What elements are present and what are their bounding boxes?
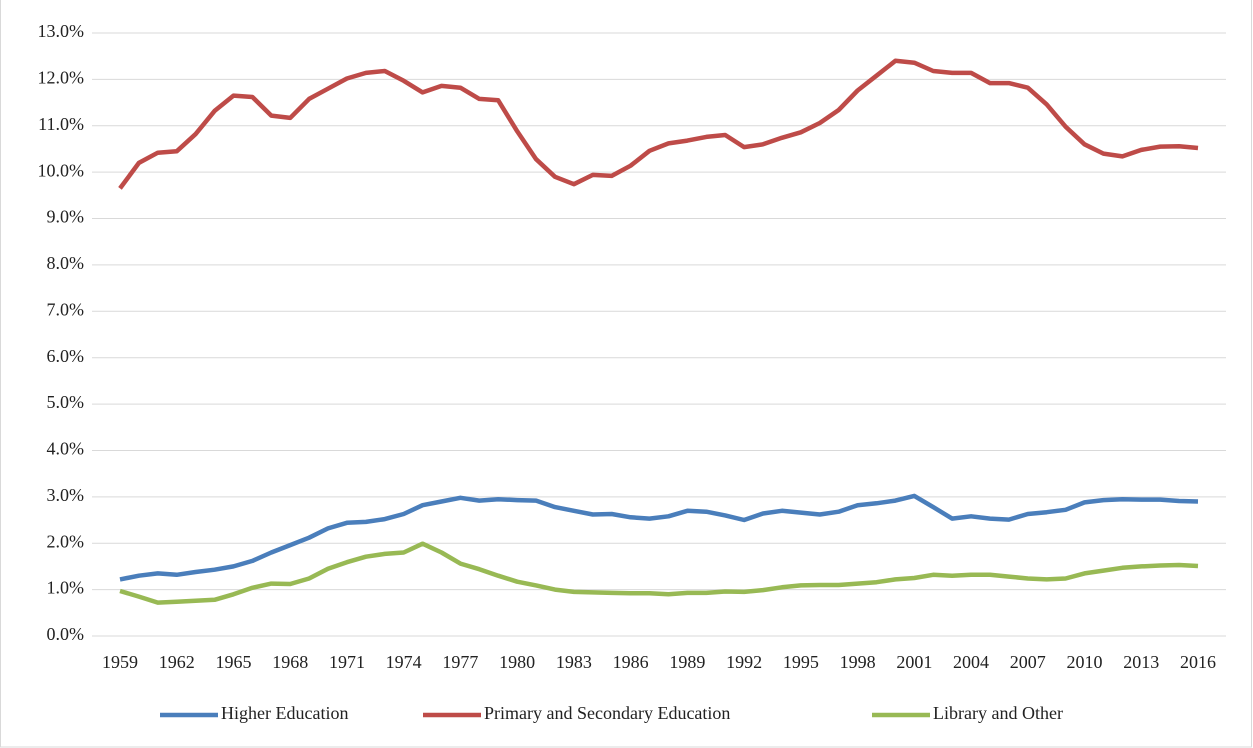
x-tick-label: 1995: [783, 652, 819, 672]
x-tick-label: 1968: [272, 652, 308, 672]
series-line: [118, 58, 1199, 190]
y-tick-label: 7.0%: [47, 299, 85, 319]
x-tick-label: 2004: [953, 652, 989, 672]
x-tick-label: 1980: [499, 652, 535, 672]
x-tick-label: 2007: [1010, 652, 1046, 672]
x-tick-label: 2013: [1123, 652, 1159, 672]
y-tick-label: 13.0%: [38, 21, 85, 41]
x-tick-label: 2001: [896, 652, 932, 672]
x-tick-label: 1965: [215, 652, 251, 672]
x-tick-label: 2016: [1180, 652, 1216, 672]
x-tick-label: 2010: [1067, 652, 1103, 672]
x-tick-label: 1971: [329, 652, 365, 672]
legend-label: Primary and Secondary Education: [484, 703, 730, 723]
x-tick-label: 1992: [726, 652, 762, 672]
y-tick-label: 0.0%: [47, 624, 85, 644]
x-tick-label: 1959: [102, 652, 138, 672]
y-tick-label: 12.0%: [38, 68, 85, 88]
x-tick-label: 1989: [669, 652, 705, 672]
series-line: [119, 493, 1199, 582]
y-tick-label: 2.0%: [47, 531, 85, 551]
y-tick-label: 9.0%: [47, 207, 85, 227]
y-tick-label: 1.0%: [47, 578, 85, 598]
y-tick-label: 5.0%: [47, 392, 85, 412]
y-tick-label: 6.0%: [47, 346, 85, 366]
series-line: [119, 541, 1199, 605]
x-tick-label: 1983: [556, 652, 592, 672]
legend-label: Higher Education: [221, 703, 348, 723]
legend-label: Library and Other: [933, 703, 1063, 723]
y-tick-label: 10.0%: [38, 160, 85, 180]
x-tick-label: 1998: [840, 652, 876, 672]
x-tick-label: 1986: [613, 652, 649, 672]
y-tick-label: 3.0%: [47, 485, 85, 505]
y-tick-label: 8.0%: [47, 253, 85, 273]
x-tick-label: 1962: [159, 652, 195, 672]
y-tick-label: 4.0%: [47, 439, 85, 459]
x-tick-label: 1974: [386, 652, 422, 672]
y-tick-label: 11.0%: [38, 114, 84, 134]
x-tick-label: 1977: [442, 652, 478, 672]
